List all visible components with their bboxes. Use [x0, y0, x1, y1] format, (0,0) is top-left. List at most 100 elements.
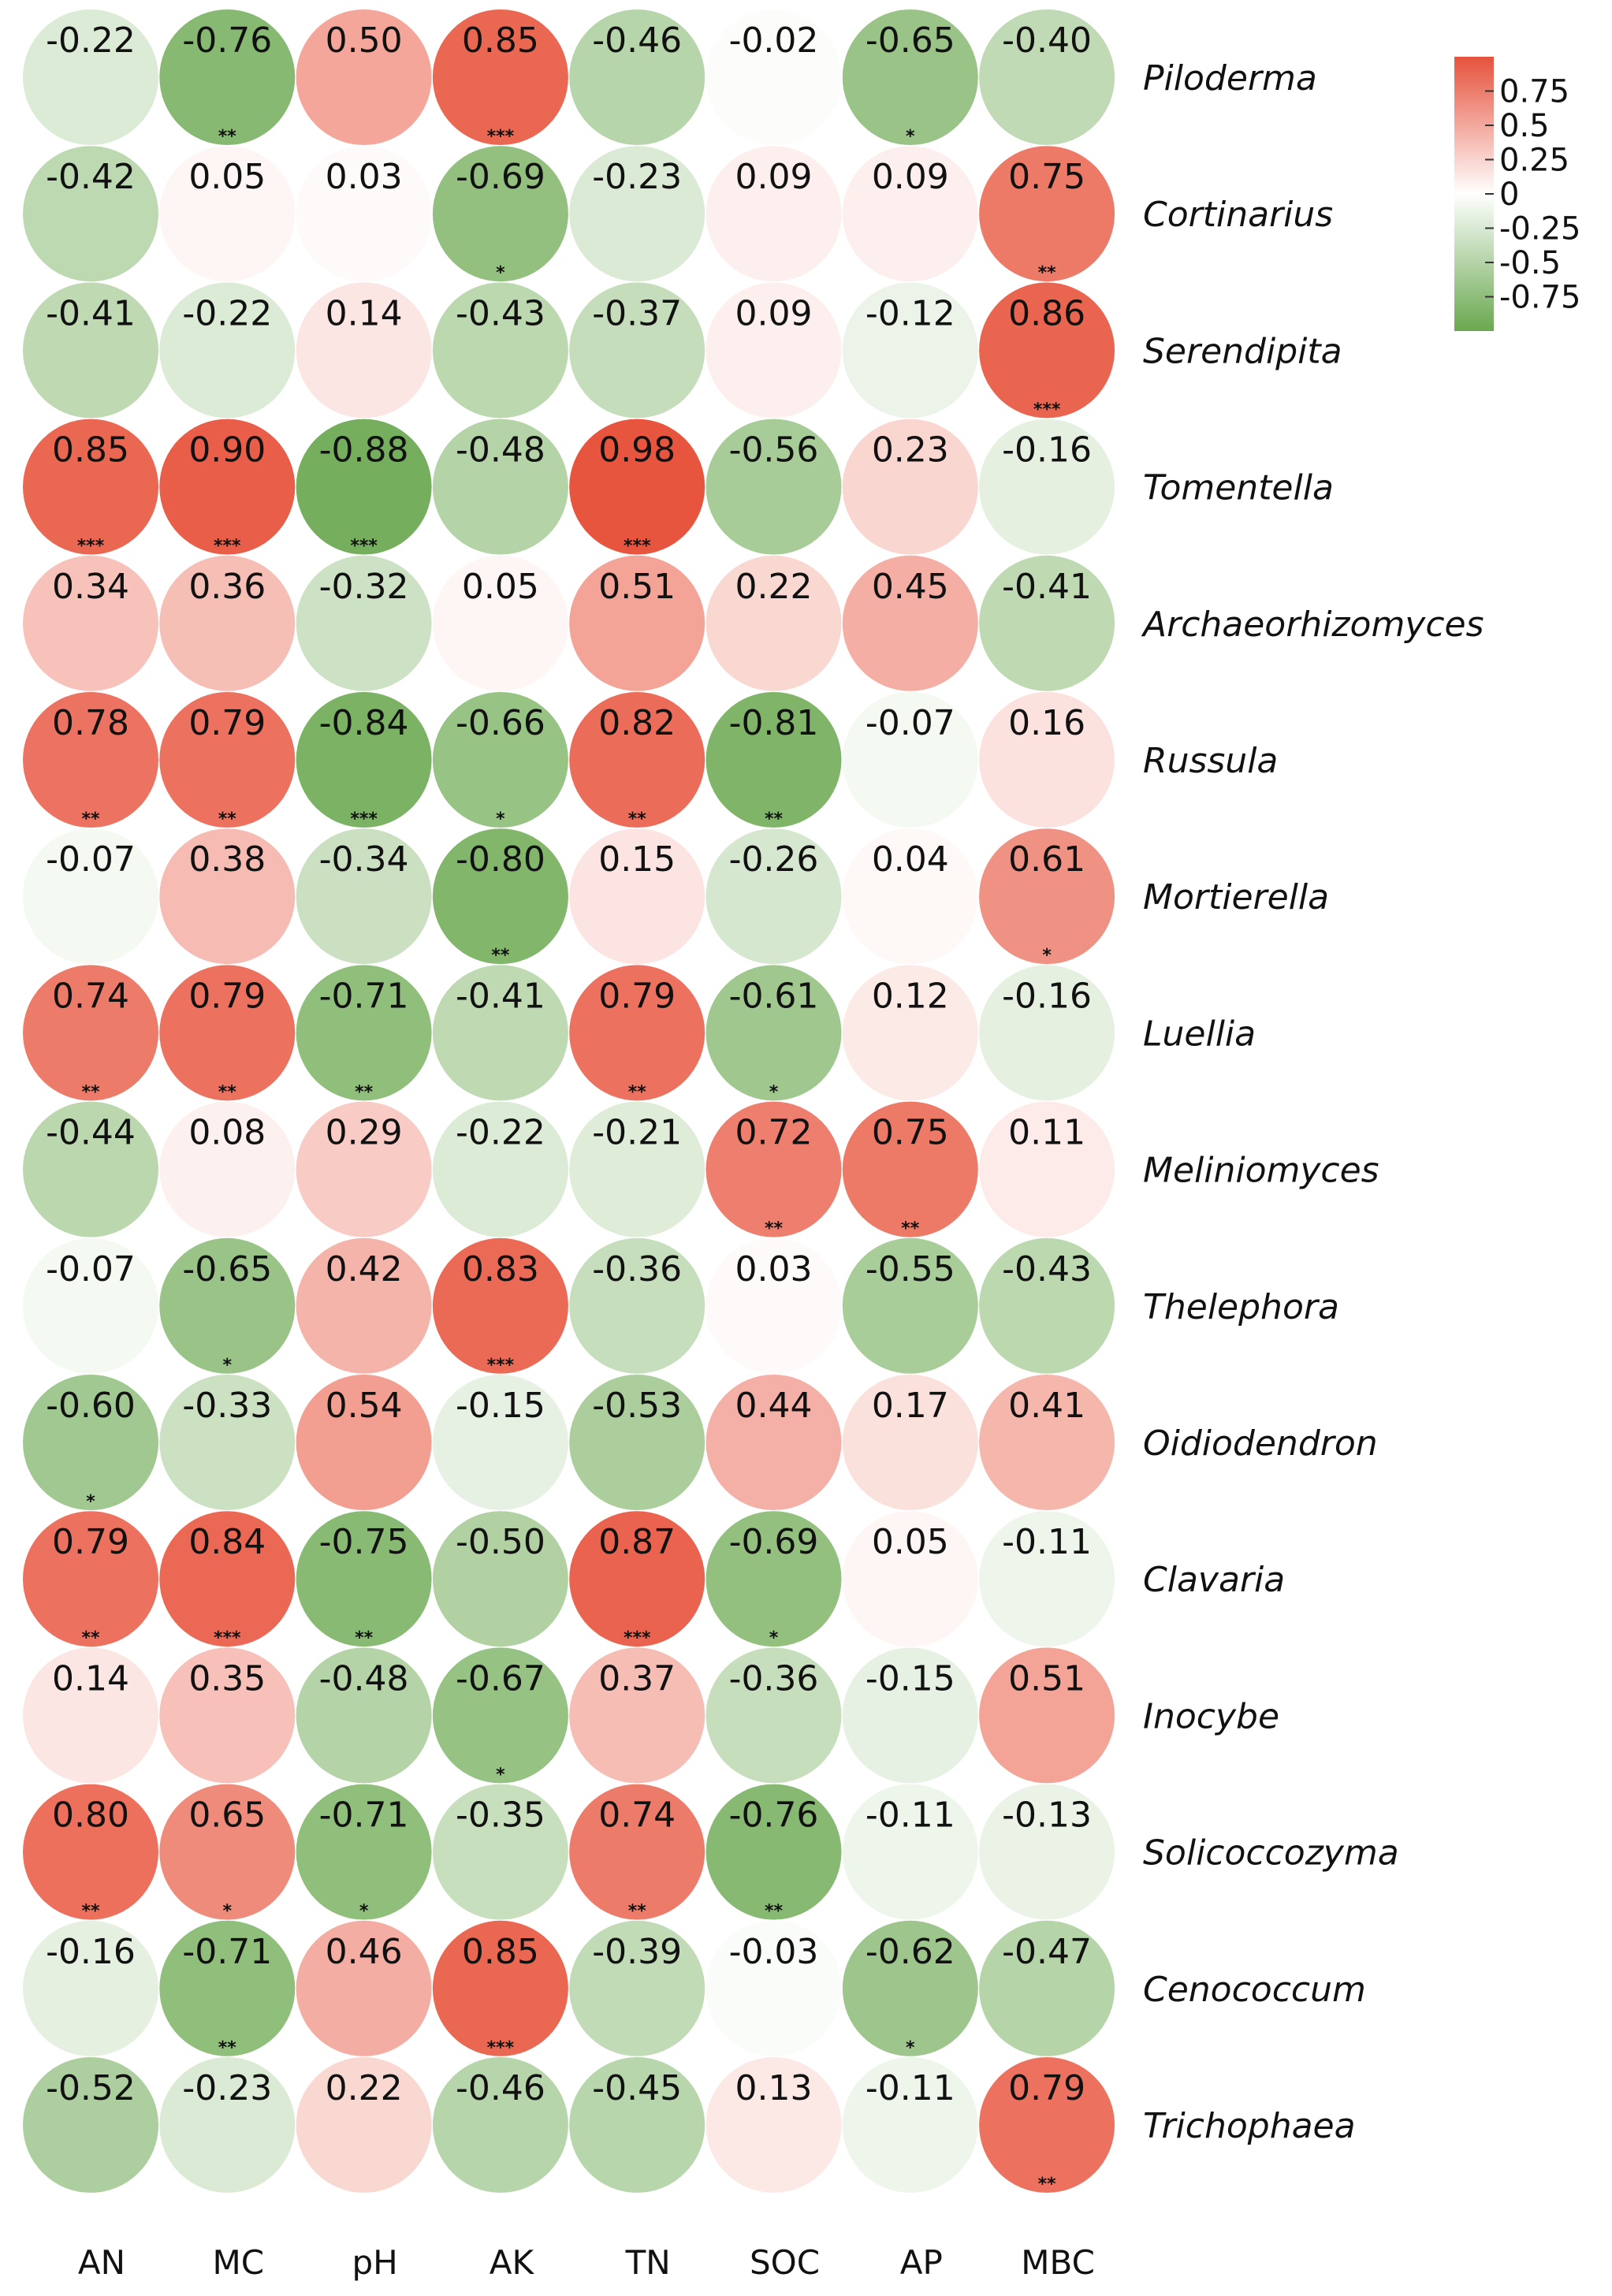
cell-value: 0.82 [598, 703, 676, 743]
cell-circle [432, 555, 568, 691]
cell-value: 0.34 [52, 567, 129, 607]
cell-circle [842, 146, 978, 282]
cell-value: 0.44 [735, 1386, 813, 1426]
cell-value: 0.03 [326, 157, 403, 197]
cell-value: -0.84 [319, 703, 409, 743]
cell: -0.50 [432, 1511, 568, 1647]
cell-value: -0.22 [182, 293, 272, 333]
cell-circle [979, 2057, 1115, 2193]
significance-mark: * [1042, 946, 1052, 966]
cell-circle [23, 1511, 158, 1647]
cell-circle [569, 1237, 705, 1374]
cell: 0.36 [159, 555, 296, 691]
cell-value: -0.16 [1002, 430, 1092, 471]
cell: 0.85 *** [432, 1920, 568, 2058]
cell: -0.71 * [296, 1784, 432, 1922]
cell-value: 0.36 [188, 567, 266, 607]
cell: 0.65 * [159, 1784, 296, 1922]
cell-circle [296, 692, 432, 828]
cell-value: -0.39 [592, 1932, 682, 1972]
cell-circle [23, 1784, 158, 1920]
cell-value: -0.62 [866, 1932, 955, 1972]
significance-mark: ** [218, 127, 237, 147]
cell-value: 0.08 [188, 1113, 266, 1153]
cell-value: -0.34 [319, 839, 409, 880]
cell: -0.67 * [432, 1647, 568, 1784]
cell-circle [296, 1511, 432, 1647]
cell-circle [842, 1237, 978, 1374]
cell: 0.08 [159, 1101, 296, 1237]
cell-value: 0.05 [872, 1522, 949, 1562]
cell: -0.15 [842, 1647, 978, 1784]
cell-value: 0.79 [1008, 2068, 1085, 2108]
cell-value: -0.22 [46, 20, 136, 61]
cell-value: 0.79 [598, 976, 676, 1016]
cell-circle [159, 1101, 296, 1237]
genus-label: Thelephora [1143, 1287, 1339, 1327]
cell-value: 0.22 [326, 2068, 403, 2108]
cell: -0.26 [705, 828, 842, 965]
cell-value: 0.75 [872, 1113, 949, 1153]
cell-value: -0.15 [866, 1658, 955, 1699]
cell-circle [842, 555, 978, 691]
cell-circle [296, 419, 432, 555]
cell: -0.71 ** [159, 1920, 296, 2058]
cell-circle [432, 1375, 568, 1510]
cell-circle [979, 828, 1115, 965]
cell-circle [296, 828, 432, 965]
cell-circle [979, 1920, 1115, 2056]
cell-value: 0.86 [1008, 293, 1085, 333]
genus-label: Serendipita [1143, 331, 1342, 371]
cell: -0.15 [432, 1375, 568, 1510]
cell: 0.14 [23, 1647, 158, 1784]
cell: 0.75 ** [842, 1101, 978, 1239]
cell-value: 0.41 [1008, 1386, 1085, 1426]
cell: 0.87 *** [569, 1511, 705, 1648]
significance-mark: *** [487, 2038, 515, 2058]
cell: -0.34 [296, 828, 432, 965]
x-tick-label: AP [900, 2243, 943, 2282]
cell: -0.41 [979, 555, 1115, 691]
cell-value: 0.61 [1008, 839, 1085, 880]
cell-circle [159, 9, 296, 145]
significance-mark: * [769, 1082, 779, 1102]
cell-circle [705, 1647, 842, 1784]
cell: -0.16 [979, 419, 1115, 555]
cell: 0.38 [159, 828, 296, 965]
genus-label: Clavaria [1143, 1560, 1285, 1600]
significance-mark: * [359, 1902, 369, 1922]
cell-value: -0.44 [46, 1113, 136, 1153]
cell: -0.71 ** [296, 965, 432, 1102]
cell-value: -0.46 [592, 20, 682, 61]
cell-circle [296, 282, 432, 419]
cell-circle [159, 555, 296, 691]
cell-circle [432, 146, 568, 282]
cell-circle [705, 1237, 842, 1374]
cell-circle [432, 828, 568, 965]
cell-circle [842, 1784, 978, 1920]
cell-circle [569, 9, 705, 145]
cell: -0.46 [569, 9, 705, 145]
cell-value: -0.40 [1002, 20, 1092, 61]
cell-circle [569, 1920, 705, 2056]
cell-circle [432, 9, 568, 145]
cell: 0.45 [842, 555, 978, 691]
cell: 0.83 *** [432, 1237, 568, 1375]
cell: -0.22 [159, 282, 296, 419]
cell: 0.46 [296, 1920, 432, 2056]
cell-value: 0.72 [735, 1113, 813, 1153]
cell: -0.32 [296, 555, 432, 691]
cell: -0.39 [569, 1920, 705, 2056]
cell-circle [159, 965, 296, 1101]
cell-value: -0.33 [182, 1386, 272, 1426]
cell: 0.03 [296, 146, 432, 282]
cell-circle [979, 1237, 1115, 1374]
cell: -0.36 [705, 1647, 842, 1784]
cell-value: -0.60 [46, 1386, 136, 1426]
cell-circle [705, 1101, 842, 1237]
cell: -0.75 ** [296, 1511, 432, 1648]
cell-circle [979, 419, 1115, 555]
cell-circle [705, 2057, 842, 2193]
genus-label: Archaeorhizomyces [1141, 605, 1484, 645]
cell: -0.23 [159, 2057, 296, 2193]
